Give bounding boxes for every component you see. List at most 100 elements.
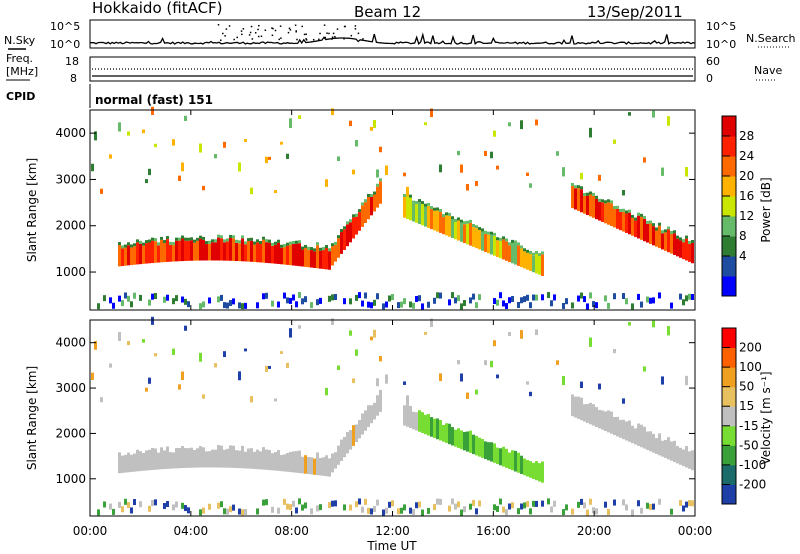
power-cell — [322, 250, 325, 270]
power-cell — [646, 220, 649, 224]
power-cell — [190, 237, 193, 241]
velocity-cell — [571, 394, 574, 417]
power-cell — [652, 110, 655, 118]
power-cell — [460, 164, 463, 173]
power-cell — [148, 168, 151, 176]
power-cell — [163, 296, 166, 303]
power-cell — [430, 108, 433, 118]
power-cell — [316, 245, 319, 269]
velocity-cell — [301, 504, 304, 511]
velocity-cell — [373, 506, 376, 513]
velocity-cell — [520, 330, 523, 339]
power-cell — [118, 245, 121, 267]
power-cell — [202, 185, 205, 191]
velocity-cell — [298, 450, 301, 474]
power-cell — [466, 184, 469, 191]
velocity-cell — [535, 461, 538, 481]
colorbar-swatch — [722, 236, 736, 257]
velocity-cell — [220, 445, 223, 468]
power-cell — [193, 239, 196, 243]
velocity-cell — [289, 328, 292, 338]
power-cell — [562, 302, 565, 309]
power-cell — [298, 240, 301, 244]
velocity-cell — [574, 396, 577, 418]
nsky-point — [251, 38, 254, 40]
power-cell — [301, 246, 304, 250]
velocity-cell — [364, 498, 367, 505]
power-cell — [199, 235, 202, 239]
power-cell — [433, 210, 436, 231]
colorbar-tick-label: 16 — [739, 189, 754, 203]
velocity-cell — [355, 349, 358, 356]
power-cell — [223, 242, 226, 261]
velocity-cell — [256, 449, 259, 470]
velocity-cell — [286, 503, 289, 510]
velocity-cell — [331, 318, 334, 325]
velocity-cell — [646, 502, 649, 509]
velocity-cell — [502, 446, 505, 467]
velocity-cell — [457, 501, 460, 508]
power-cell — [247, 238, 250, 242]
power-cell — [691, 239, 694, 243]
power-cell — [184, 240, 187, 261]
power-cell — [196, 240, 199, 261]
power-cell — [550, 300, 553, 307]
power-cell — [673, 233, 676, 255]
power-cell — [133, 246, 136, 265]
power-cell — [100, 188, 103, 194]
power-cell — [307, 249, 310, 268]
velocity-cell — [511, 502, 514, 509]
velocity-cell — [232, 445, 235, 468]
velocity-colorbar-label: Velocity [m s⁻¹] — [759, 371, 773, 464]
velocity-cell — [109, 503, 112, 510]
power-cell — [292, 244, 295, 266]
power-cell — [211, 239, 214, 243]
power-cell — [628, 209, 631, 213]
power-cell — [649, 220, 652, 224]
power-cell — [526, 249, 529, 253]
power-cell — [460, 303, 463, 310]
nsky-point — [331, 38, 333, 40]
power-cell — [526, 252, 529, 270]
velocity-cell — [268, 449, 271, 471]
power-cell — [193, 242, 196, 261]
nsky-point — [242, 28, 245, 30]
power-cell — [370, 302, 373, 309]
power-cell — [517, 242, 520, 246]
power-cell — [139, 240, 142, 244]
velocity-cell — [661, 440, 664, 457]
power-cell — [469, 222, 472, 246]
power-cell — [658, 222, 661, 226]
power-cell — [631, 303, 634, 310]
velocity-cell — [295, 451, 298, 473]
power-cell — [226, 238, 229, 242]
velocity-cell — [424, 414, 427, 435]
power-cell — [148, 239, 151, 243]
power-cell — [622, 211, 625, 232]
power-cell — [586, 303, 589, 310]
velocity-cell — [412, 411, 415, 430]
velocity-cell — [127, 340, 130, 346]
velocity-cell — [532, 462, 535, 479]
velocity-cell — [571, 508, 574, 515]
power-cell — [364, 199, 367, 203]
velocity-cell — [493, 443, 496, 463]
power-cell — [250, 240, 253, 262]
velocity-cell — [94, 340, 97, 350]
velocity-cell — [217, 445, 220, 468]
nsky-point — [260, 35, 263, 38]
power-cell — [274, 244, 277, 264]
nsky-point — [323, 24, 326, 26]
power-cell — [373, 120, 376, 128]
power-cell — [454, 218, 457, 222]
power-cell — [496, 165, 499, 170]
velocity-cell — [598, 409, 601, 429]
power-cell — [184, 298, 187, 305]
power-cell — [268, 239, 271, 243]
velocity-cell — [478, 437, 481, 457]
power-cell — [223, 302, 226, 309]
power-cell — [661, 167, 664, 176]
velocity-cell — [493, 340, 496, 347]
velocity-cell — [664, 439, 667, 459]
velocity-cell — [661, 376, 664, 385]
